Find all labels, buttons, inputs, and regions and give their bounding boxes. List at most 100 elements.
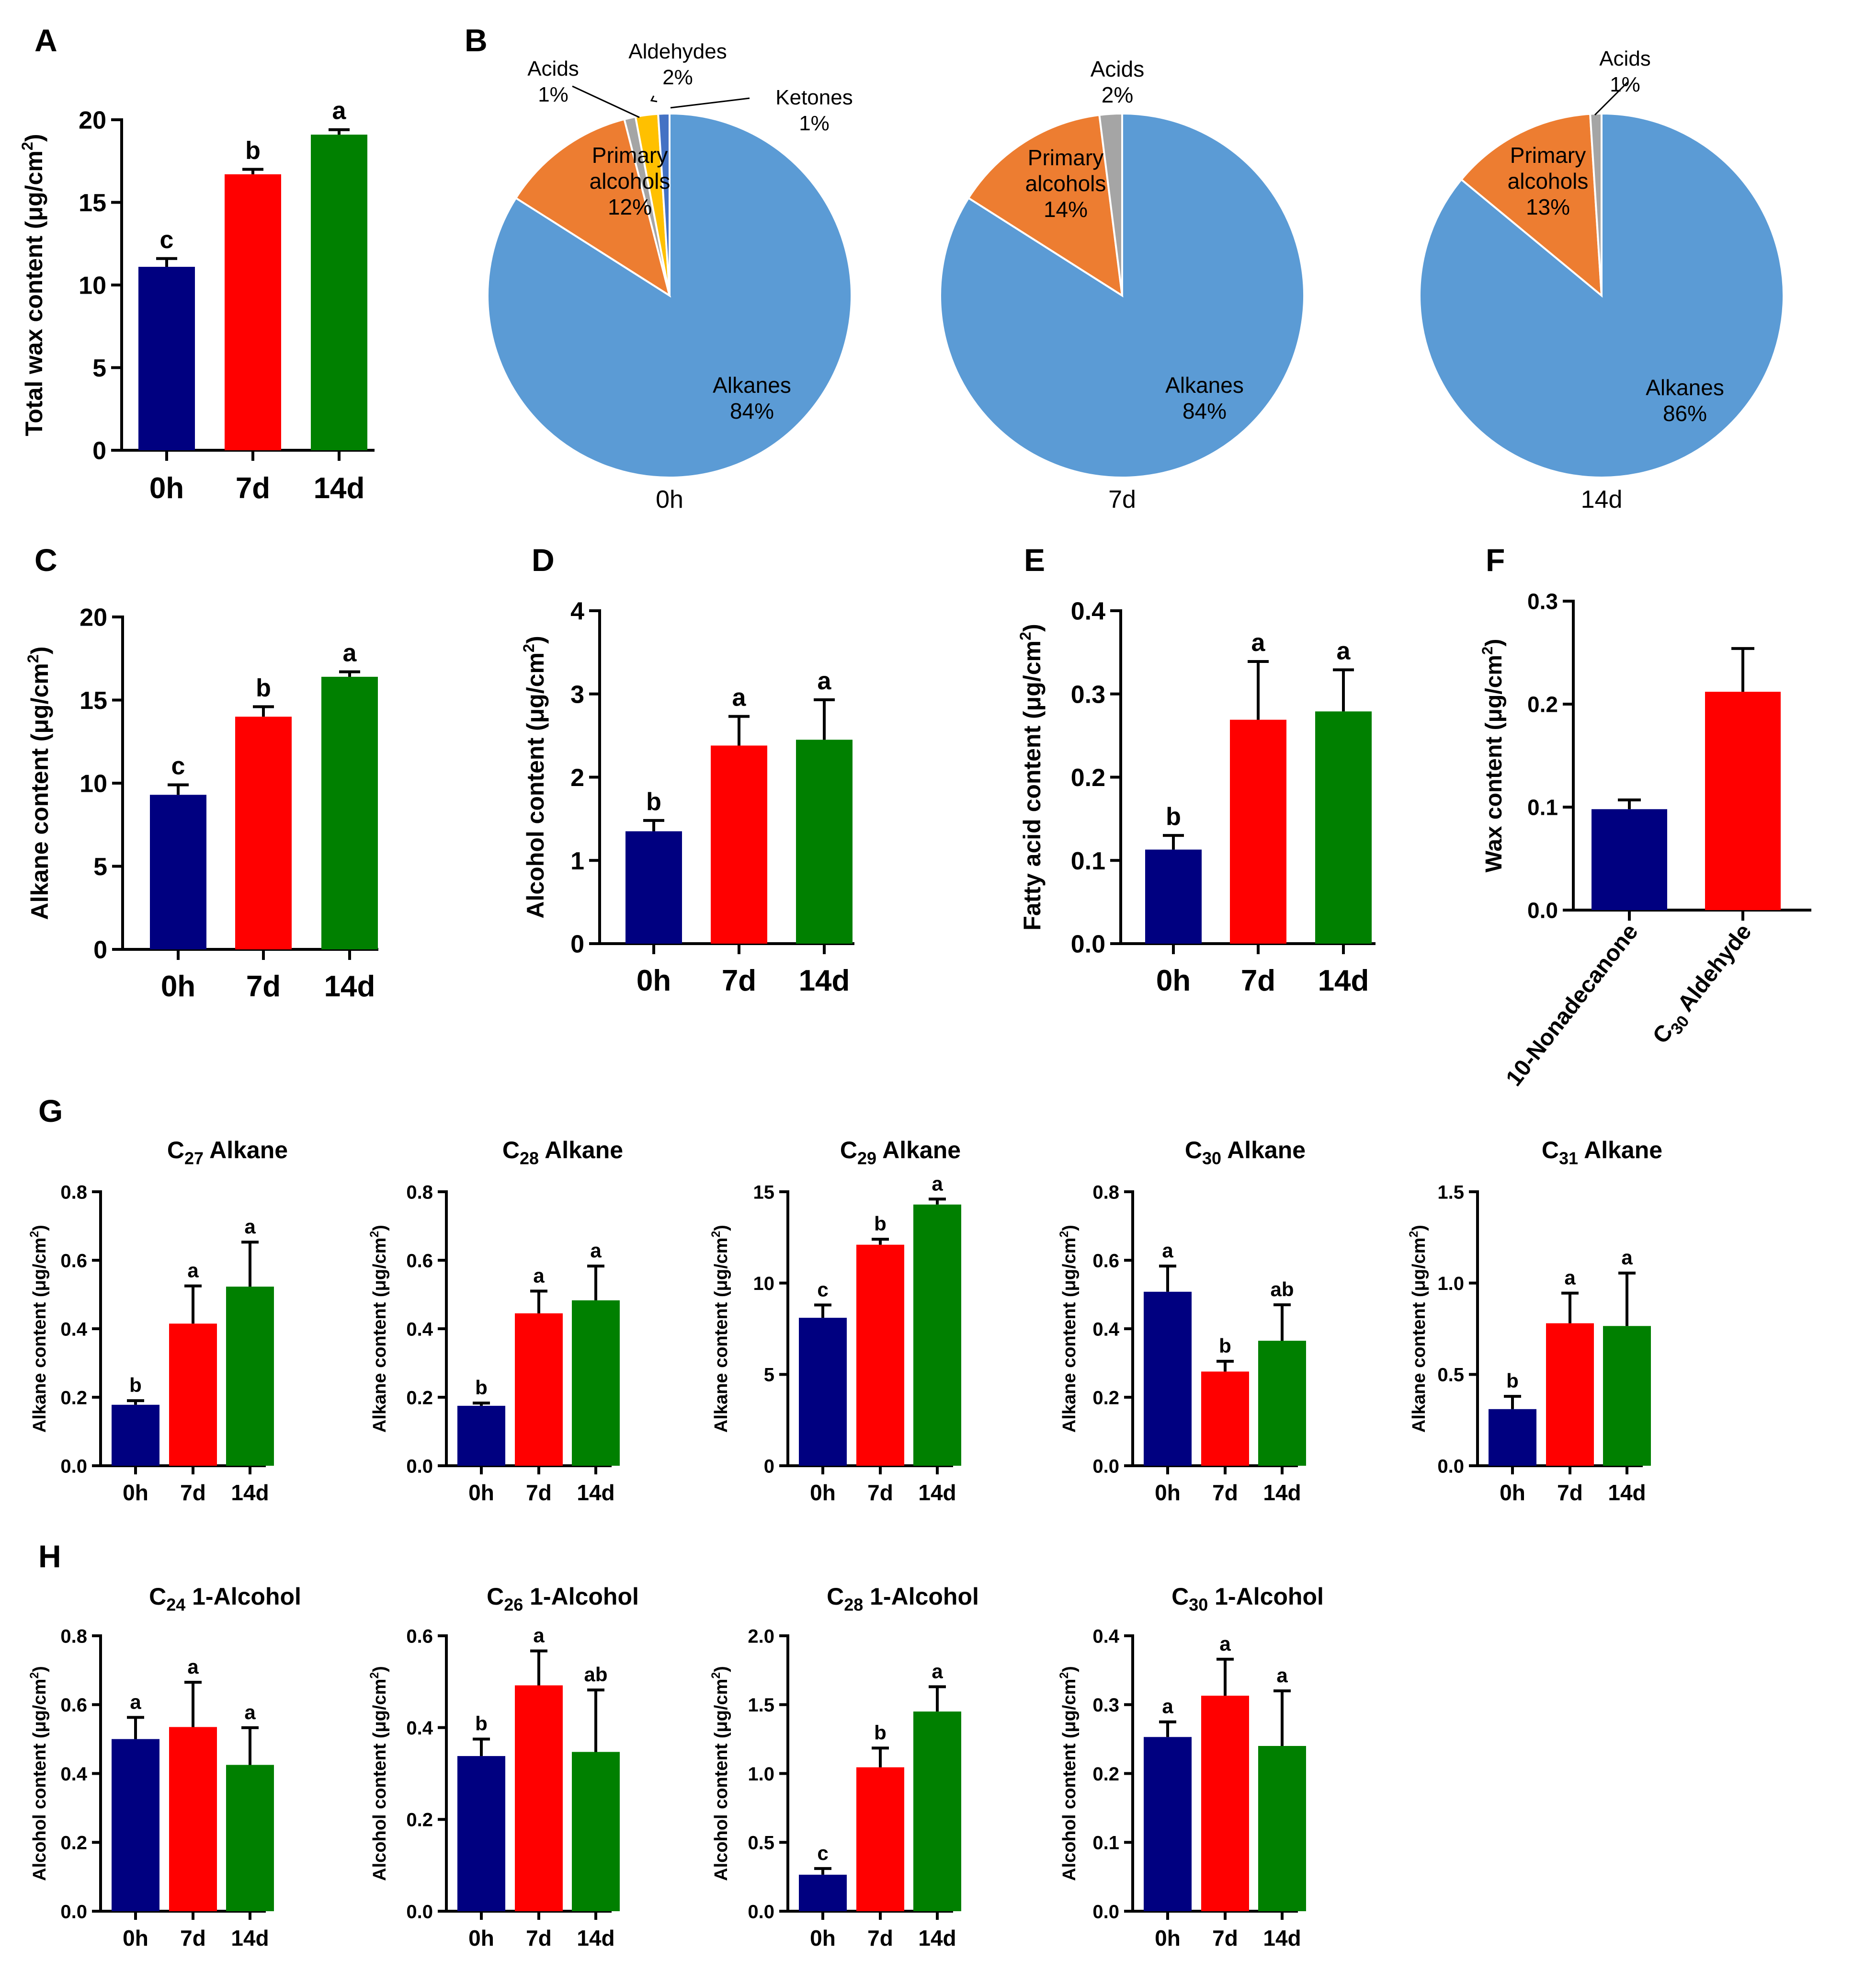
pie-slice-primary-alcohols [1460, 113, 1603, 298]
significance-letter: a [533, 1624, 545, 1647]
y-axis-label: Alcohol content (μg/cm2) [710, 1666, 731, 1881]
significance-letter: a [1337, 637, 1351, 665]
bar-14d [311, 135, 367, 450]
pie-label: Aldehydes [628, 40, 727, 63]
significance-letter: a [1219, 1632, 1231, 1655]
y-axis-label: Alcohol content (μg/cm2) [28, 1666, 50, 1881]
pie-label: Acids [1599, 47, 1651, 70]
bar-7d [1201, 1696, 1249, 1911]
y-tick-label: 1.0 [1437, 1273, 1464, 1294]
y-tick-label: 0 [93, 936, 107, 964]
bar-14d [796, 740, 853, 944]
y-tick-label: 0.4 [1071, 598, 1105, 626]
y-tick-label: 1.5 [748, 1695, 774, 1716]
bar-0h [457, 1756, 505, 1911]
significance-letter: a [818, 667, 832, 695]
significance-letter: a [1162, 1695, 1173, 1718]
y-axis-label: Alcohol content (μg/cm2) [1058, 1666, 1080, 1881]
y-tick-label: 20 [80, 604, 107, 632]
x-tick-label: 7d [180, 1480, 206, 1505]
pie-title: 7d [1108, 486, 1136, 513]
pie-label: 86% [1663, 401, 1707, 426]
chart-title: C31 Alkane [1542, 1137, 1662, 1168]
bar-14d [572, 1300, 620, 1466]
x-tick-label: 7d [246, 970, 281, 1003]
x-tick-label: 14d [918, 1926, 956, 1950]
y-tick-label: 0.6 [60, 1250, 87, 1271]
y-tick-label: 0.0 [748, 1901, 774, 1922]
y-tick-label: 0.3 [1527, 589, 1558, 614]
x-tick-label: 0h [161, 970, 195, 1003]
y-tick-label: 5 [93, 853, 107, 881]
significance-letter: a [244, 1701, 256, 1723]
y-tick-label: 0.8 [1092, 1182, 1119, 1203]
pie-label: 2% [662, 66, 693, 89]
x-tick-label: 7d [1212, 1480, 1238, 1505]
bar-14d [1315, 711, 1372, 944]
y-tick-label: 0.0 [60, 1901, 87, 1922]
y-tick-label: 0.4 [1092, 1626, 1119, 1647]
y-tick-label: 0.0 [1071, 931, 1105, 958]
chart-G4: C30 Alkane 0.0 0.2 0.4 0.6 0.8 Alkane content … [1058, 1137, 1306, 1505]
pie-slice-ketones [657, 112, 671, 296]
x-tick-label: 14d [324, 970, 375, 1003]
x-tick-label: 7d [1241, 964, 1275, 997]
y-tick-label: 1 [570, 847, 584, 875]
chart-H2: C26 1-Alcohol 0.0 0.2 0.4 0.6 Alcohol content… [368, 1583, 639, 1950]
pie-label: alcohols [590, 169, 671, 194]
significance-letter: c [817, 1278, 828, 1300]
bar-0h [112, 1404, 159, 1466]
bar-0h [625, 831, 682, 944]
x-tick-label: 14d [577, 1926, 614, 1950]
significance-letter: a [1621, 1246, 1633, 1269]
y-tick-label: 0.6 [406, 1626, 433, 1647]
bar-0h [799, 1318, 847, 1466]
y-tick-label: 10 [80, 770, 107, 798]
y-tick-label: 0.0 [1092, 1901, 1119, 1922]
panel-letter-D: D [532, 542, 555, 578]
pie-label: Alkanes [713, 373, 791, 398]
bar-7d [169, 1727, 217, 1911]
y-axis-label: Wax content (μg/cm2) [1479, 639, 1507, 873]
significance-letter: a [932, 1660, 943, 1682]
chart-title: C30 1-Alcohol [1171, 1583, 1324, 1615]
chart-title: C30 Alkane [1185, 1137, 1306, 1168]
bar-14d [572, 1752, 620, 1911]
significance-letter: b [475, 1376, 488, 1399]
bar-7d [169, 1323, 217, 1466]
y-tick-label: 0.4 [60, 1319, 87, 1340]
bar-C30 Aldehyde [1705, 692, 1781, 910]
bar-0h [112, 1739, 159, 1911]
significance-letter: a [932, 1172, 943, 1195]
x-tick-label: 7d [236, 472, 270, 505]
y-tick-label: 0.0 [406, 1901, 433, 1922]
bar-7d [1546, 1323, 1594, 1466]
x-tick-label: 7d [1212, 1926, 1238, 1950]
significance-letter: b [646, 788, 661, 816]
y-tick-label: 0.1 [1092, 1833, 1119, 1854]
significance-letter: b [1166, 803, 1181, 831]
x-tick-label: 0h [123, 1926, 148, 1950]
y-tick-label: 3 [570, 681, 584, 708]
y-axis-label: Total wax content (μg/cm2) [19, 134, 47, 436]
chart-C: 0 5 10 15 20 Alkane content (μg/cm2) c 0h b 7d a 14… [24, 604, 378, 1003]
chart-H3: C28 1-Alcohol 0.0 0.5 1.0 1.5 2.0 Alcohol cont… [710, 1583, 979, 1950]
chart-title: C27 Alkane [167, 1137, 288, 1168]
y-tick-label: 0.2 [406, 1387, 433, 1408]
chart-H4: C30 1-Alcohol 0.0 0.1 0.2 0.3 0.4 Alcohol cont… [1058, 1583, 1324, 1950]
y-tick-label: 5 [764, 1365, 774, 1386]
x-tick-label: C30 Aldehyde [1648, 919, 1760, 1051]
x-tick-label: 14d [577, 1480, 614, 1505]
y-axis-label: Fatty acid content (μg/cm2) [1017, 624, 1046, 930]
bar-14d [321, 676, 378, 949]
significance-letter: a [533, 1264, 545, 1287]
pie-title: 0h [656, 486, 683, 513]
significance-letter: a [1564, 1266, 1576, 1289]
significance-letter: b [874, 1721, 887, 1744]
bar-7d [515, 1313, 563, 1466]
y-tick-label: 15 [753, 1182, 775, 1203]
chart-D: 0 1 2 3 4 Alcohol content (μg/cm2) b 0h a 7d a 14d [520, 598, 854, 997]
